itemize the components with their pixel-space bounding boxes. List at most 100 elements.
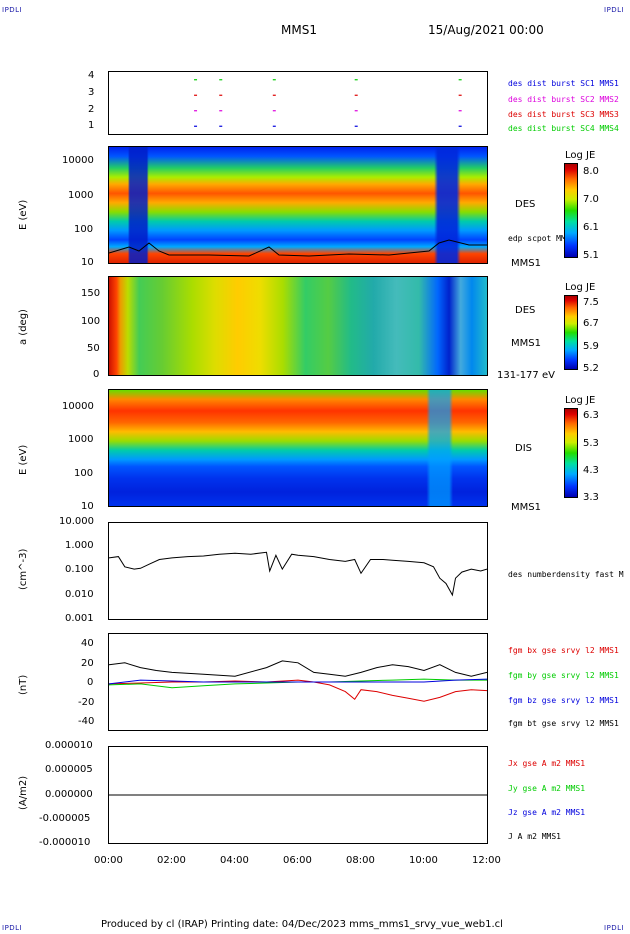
dis-energy-cbar-title: Log JE <box>565 395 596 406</box>
burst-legend-sc3: des dist burst SC3 MMS3 <box>508 110 619 119</box>
burst-panel <box>108 71 488 135</box>
dis-species-label: DIS <box>515 443 532 454</box>
current-ylabel: (A/m2) <box>18 775 29 810</box>
des-energy-cbar-tick-3: 5.1 <box>583 250 599 261</box>
pitch-colorbar <box>564 295 578 370</box>
pitch-cbar-tick-1: 6.7 <box>583 318 599 329</box>
corner-label-br: IPDLI <box>604 924 625 932</box>
des-pitch-spectrogram <box>108 276 488 376</box>
dis-energy-spectrogram <box>108 389 488 507</box>
time-tick-0600: 06:00 <box>283 855 312 866</box>
pitch-ytick-0: 0 <box>93 369 100 380</box>
dis-energy-cbar-tick-3: 3.3 <box>583 492 599 503</box>
current-legend-jx: Jx gse A m2 MMS1 <box>508 759 586 768</box>
date-title: 15/Aug/2021 00:00 <box>428 23 544 37</box>
des-energy-colorbar <box>564 163 578 258</box>
current-panel <box>108 746 488 844</box>
density-ytick-0.1: 0.100 <box>65 564 94 575</box>
bfield-plot <box>108 660 488 702</box>
pitch-cbar-title: Log JE <box>565 282 596 293</box>
burst-plot <box>194 79 462 127</box>
dis-energy-ytick-100: 100 <box>74 468 94 479</box>
pitch-cbar-tick-3: 5.2 <box>583 363 599 374</box>
density-ytick-10: 10.000 <box>59 516 94 527</box>
dis-energy-ytick-10000: 10000 <box>62 401 94 412</box>
burst-ytick-4: 4 <box>88 70 95 81</box>
des-energy-ylabel: E (eV) <box>18 199 29 230</box>
density-ytick-0.001: 0.001 <box>65 613 94 624</box>
current-ytick-2: 0.000000 <box>45 789 93 800</box>
bfield-ytick-0: 0 <box>87 677 94 688</box>
bfield-ytick-m20: -20 <box>78 697 95 708</box>
current-ytick-3: -0.000005 <box>39 813 91 824</box>
time-tick-0000: 00:00 <box>94 855 123 866</box>
des-energy-ytick-10000: 10000 <box>62 155 94 166</box>
des-species-label: DES <box>515 199 536 210</box>
des-energy-ytick-10: 10 <box>81 257 94 268</box>
des-energy-cbar-tick-1: 7.0 <box>583 194 599 205</box>
pitch-ytick-50: 50 <box>87 343 100 354</box>
current-legend-jz: Jz gse A m2 MMS1 <box>508 808 586 817</box>
bfield-legend-bt: fgm bt gse srvy l2 MMS1 <box>508 719 619 728</box>
pitch-cbar-tick-2: 5.9 <box>583 341 599 352</box>
burst-ytick-2: 2 <box>88 104 95 115</box>
dis-energy-ytick-10: 10 <box>81 501 94 512</box>
time-tick-1200: 12:00 <box>472 855 501 866</box>
dis-energy-ylabel: E (eV) <box>18 444 29 475</box>
des-energy-ytick-100: 100 <box>74 224 94 235</box>
des-energy-cbar-tick-2: 6.1 <box>583 222 599 233</box>
burst-legend-sc2: des dist burst SC2 MMS2 <box>508 95 619 104</box>
density-line <box>108 551 488 597</box>
scpot-line <box>109 239 487 257</box>
footer-credit: Produced by cl (IRAP) Printing date: 04/… <box>101 919 503 930</box>
current-plot <box>109 794 487 796</box>
pitch-ylabel: a (deg) <box>18 309 29 345</box>
pitch-species-label: DES <box>515 305 536 316</box>
bfield-ylabel: (nT) <box>18 674 29 695</box>
corner-label-tl: IPDLI <box>2 6 23 14</box>
des-energy-spectrogram <box>108 146 488 264</box>
des-energy-cbar-title: Log JE <box>565 150 596 161</box>
time-tick-0800: 08:00 <box>346 855 375 866</box>
current-legend-jy: Jy gse A m2 MMS1 <box>508 784 586 793</box>
burst-ytick-1: 1 <box>88 120 95 131</box>
corner-label-tr: IPDLI <box>604 6 625 14</box>
bfield-ytick-40: 40 <box>81 638 94 649</box>
bfield-legend-bz: fgm bz gse srvy l2 MMS1 <box>508 696 619 705</box>
density-panel <box>108 522 488 620</box>
corner-label-bl: IPDLI <box>2 924 23 932</box>
density-plot <box>108 551 488 597</box>
density-ytick-0.01: 0.010 <box>65 589 94 600</box>
current-ytick-4: -0.000010 <box>39 837 91 848</box>
spacecraft-title: MMS1 <box>281 23 317 37</box>
dis-energy-colorbar <box>564 408 578 498</box>
pitch-ytick-150: 150 <box>81 288 101 299</box>
des-energy-cbar-tick-0: 8.0 <box>583 166 599 177</box>
current-ytick-0: 0.000010 <box>45 740 93 751</box>
time-tick-1000: 10:00 <box>409 855 438 866</box>
bfield-legend-bx: fgm bx gse srvy l2 MMS1 <box>508 646 619 655</box>
des-energy-mission: MMS1 <box>511 258 541 269</box>
dis-energy-cbar-tick-2: 4.3 <box>583 465 599 476</box>
dis-energy-cbar-tick-0: 6.3 <box>583 410 599 421</box>
bt-line <box>108 660 488 677</box>
dis-energy-cbar-tick-1: 5.3 <box>583 438 599 449</box>
bfield-ytick-20: 20 <box>81 658 94 669</box>
des-energy-ytick-1000: 1000 <box>68 190 94 201</box>
dis-energy-ytick-1000: 1000 <box>68 434 94 445</box>
dis-energy-mission: MMS1 <box>511 502 541 513</box>
scpot-legend: edp scpot MMS1 <box>508 234 576 243</box>
current-legend-j: J A m2 MMS1 <box>508 832 561 841</box>
density-legend: des numberdensity fast M <box>508 570 624 579</box>
density-ytick-1: 1.000 <box>65 540 94 551</box>
pitch-cbar-tick-0: 7.5 <box>583 297 599 308</box>
bx-line <box>108 679 488 702</box>
bfield-ytick-m40: -40 <box>78 716 95 727</box>
bfield-legend-by: fgm by gse srvy l2 MMS1 <box>508 671 619 680</box>
burst-legend-sc1: des dist burst SC1 MMS1 <box>508 79 619 88</box>
burst-ytick-3: 3 <box>88 87 95 98</box>
pitch-energy-range: 131-177 eV <box>497 370 555 381</box>
bz-line <box>108 678 488 685</box>
current-ytick-1: 0.000005 <box>45 764 93 775</box>
density-ylabel: (cm^-3) <box>18 548 29 590</box>
